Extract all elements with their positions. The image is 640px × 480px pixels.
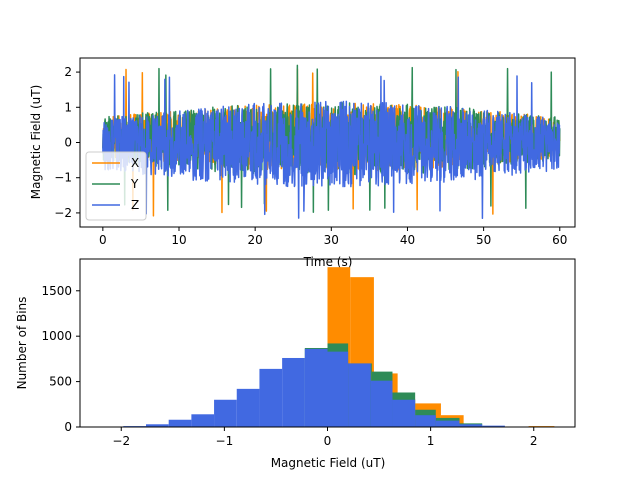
top-y-tick-label: −1	[54, 171, 72, 185]
legend: X Y Z	[85, 151, 147, 221]
hist-bar-z	[435, 420, 460, 427]
hist-bar-z	[392, 399, 416, 427]
top-y-tick-label: 0	[64, 136, 72, 150]
top-y-tick-label: −2	[54, 206, 72, 220]
top-x-tick-label: 60	[552, 233, 567, 247]
legend-label-z: Z	[131, 198, 139, 212]
top-x-tick-label: 50	[476, 233, 491, 247]
bottom-axis-ticks: −2 −1 0 1 2 0 500 1000 1500	[41, 284, 537, 448]
top-y-tick-label: 1	[64, 100, 72, 114]
series-line-z	[102, 74, 561, 220]
hist-bar-z	[214, 399, 237, 427]
hist-bar-z	[282, 357, 305, 427]
bottom-y-axis-label: Number of Bins	[15, 297, 29, 390]
hist-bar-z	[348, 363, 371, 427]
bottom-x-tick-label: 0	[324, 434, 332, 448]
top-x-tick-label: 10	[171, 233, 186, 247]
bottom-x-axis-label: Magnetic Field (uT)	[271, 456, 386, 470]
time-series-chart: 0 10 20 30 40 50 60 −2 −1 0 1 2 Time (s) Magnetic F…	[29, 57, 576, 269]
hist-bar-z	[168, 419, 192, 427]
hist-bar-z	[482, 425, 505, 427]
bottom-plot-area	[100, 267, 555, 427]
hist-bar-z	[191, 414, 215, 427]
legend-label-y: Y	[130, 177, 139, 191]
top-y-tick-label: 2	[64, 65, 72, 79]
bottom-x-tick-label: −2	[112, 434, 130, 448]
hist-bar-z	[370, 380, 393, 427]
top-axis-ticks: 0 10 20 30 40 50 60 −2 −1 0 1 2	[54, 65, 567, 247]
bottom-y-tick-label: 1000	[41, 329, 72, 343]
hist-bar-z	[146, 424, 169, 427]
top-y-axis-label: Magnetic Field (uT)	[29, 85, 43, 200]
hist-bar-z	[236, 388, 260, 427]
top-x-tick-label: 30	[324, 233, 339, 247]
bottom-y-tick-label: 0	[64, 420, 72, 434]
hist-bar-z	[259, 368, 283, 427]
top-x-tick-label: 40	[400, 233, 415, 247]
bottom-y-tick-label: 500	[49, 375, 72, 389]
hist-bar-z	[327, 351, 349, 427]
top-x-axis-label: Time (s)	[303, 255, 353, 269]
bottom-axes-frame	[79, 258, 576, 428]
top-x-tick-label: 0	[99, 233, 107, 247]
hist-bar-z	[459, 424, 483, 427]
hist-bar-z	[415, 415, 436, 427]
bottom-x-tick-label: 2	[530, 434, 538, 448]
legend-label-x: X	[131, 156, 139, 170]
top-x-tick-label: 20	[248, 233, 263, 247]
legend-box	[85, 151, 147, 221]
top-axes-frame	[79, 57, 576, 228]
bottom-x-tick-label: −1	[216, 434, 234, 448]
bottom-y-tick-label: 1500	[41, 284, 72, 298]
top-plot-area	[102, 64, 561, 220]
hist-bar-z	[304, 348, 328, 427]
bottom-x-tick-label: 1	[427, 434, 435, 448]
